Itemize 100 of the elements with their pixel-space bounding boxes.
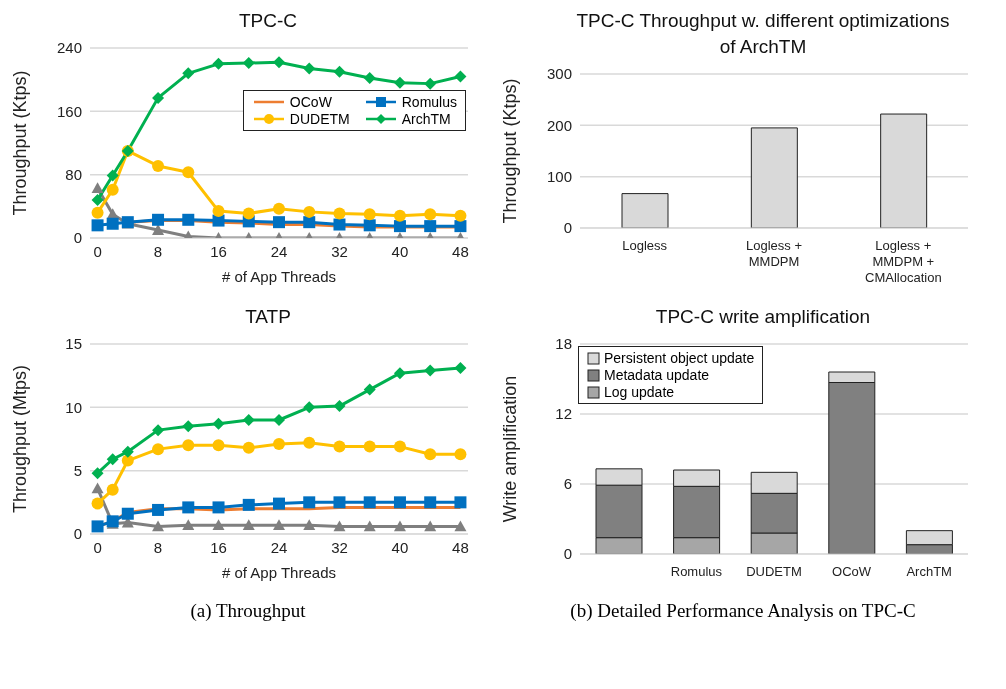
point: [333, 65, 346, 78]
point: [363, 440, 376, 453]
point: [242, 498, 255, 511]
x-tick-label: 24: [270, 538, 288, 556]
y-tick-label: 300: [546, 65, 572, 83]
point: [393, 220, 406, 233]
y-tick-label: 0: [563, 219, 572, 237]
x-tick-label: Logless + MMDPM: [745, 238, 803, 269]
x-axis-title: # of App Threads: [222, 564, 336, 581]
x-tick-label: 40: [391, 538, 409, 556]
point: [121, 445, 134, 458]
point: [424, 496, 437, 509]
legend-label: ArchTM: [401, 111, 451, 127]
point: [242, 519, 255, 530]
point: [454, 70, 467, 83]
point: [303, 205, 316, 218]
y-tick-label: 80: [65, 165, 82, 183]
chart-title: TPC-C: [237, 9, 299, 33]
y-axis-title: Throughput (Mtps): [10, 364, 31, 514]
point: [393, 76, 406, 89]
point: [152, 91, 165, 104]
point: [333, 218, 346, 231]
point: [182, 439, 195, 452]
point: [152, 213, 165, 226]
legend-label: OCoW: [289, 94, 332, 110]
point: [273, 414, 285, 426]
point: [273, 497, 285, 510]
y-tick-label: 200: [546, 116, 572, 134]
x-tick-label: 16: [210, 538, 227, 556]
point: [152, 520, 165, 532]
point: [91, 497, 104, 510]
point: [393, 440, 406, 453]
text: (a) Throughput: [189, 600, 307, 622]
point: [106, 183, 119, 196]
y-tick-label: 5: [73, 461, 82, 479]
point: [454, 209, 467, 222]
point: [242, 207, 255, 220]
point: [121, 454, 134, 467]
point: [454, 362, 467, 375]
point: [152, 443, 165, 456]
point: [182, 420, 195, 433]
point: [121, 507, 134, 520]
point: [363, 219, 376, 232]
point: [182, 166, 195, 179]
point: [393, 367, 406, 380]
point: [303, 401, 316, 414]
y-tick-label: 160: [56, 102, 82, 120]
y-axis-title: Throughput (Ktps): [10, 70, 31, 216]
point: [363, 496, 376, 509]
point: [424, 448, 437, 461]
point: [106, 453, 119, 466]
point: [152, 224, 165, 235]
point: [333, 400, 346, 413]
point: [273, 56, 285, 69]
y-tick-label: 0: [73, 525, 82, 543]
point: [273, 438, 285, 451]
point: [212, 501, 225, 514]
x-tick-label: 40: [391, 242, 409, 260]
y-tick-label: 100: [546, 167, 572, 185]
x-tick-label: 24: [270, 242, 288, 260]
y-tick-label: 15: [65, 335, 82, 353]
legend-label: Romulus: [401, 94, 457, 110]
x-tick-label: Logless + MMDPM + CMAllocation: [865, 238, 942, 285]
point: [303, 216, 316, 229]
point: [152, 503, 165, 516]
legend-label: DUDETM: [289, 111, 350, 127]
point: [91, 182, 104, 193]
point: [182, 67, 195, 80]
point: [91, 467, 104, 480]
chart-title: TATP: [244, 305, 292, 329]
point: [393, 209, 406, 222]
chart-title: TPC-C Throughput w. different optimizations of ArchTM: [575, 9, 951, 59]
point: [212, 417, 225, 430]
point: [424, 208, 437, 221]
x-axis-title: # of App Threads: [222, 268, 336, 285]
point: [212, 205, 225, 218]
x-tick-label: 8: [153, 242, 163, 260]
legend-label: Persistent object update: [604, 350, 755, 366]
x-tick-label: OCoW: [832, 564, 872, 579]
point: [91, 194, 104, 206]
point: [424, 520, 437, 532]
x-tick-label: 0: [93, 242, 102, 260]
x-tick-label: 0: [93, 538, 102, 556]
point: [152, 159, 165, 172]
x-tick-label: 32: [331, 538, 348, 556]
point: [106, 483, 119, 496]
point: [454, 520, 467, 532]
point: [212, 214, 225, 227]
legend-label: Metadata update: [604, 367, 710, 383]
point: [106, 217, 119, 230]
point: [212, 439, 225, 452]
point: [273, 216, 285, 229]
point: [212, 519, 225, 530]
point: [424, 77, 437, 90]
x-tick-label: 16: [210, 242, 227, 260]
point: [91, 482, 104, 494]
point: [363, 208, 376, 221]
point: [273, 202, 285, 215]
x-tick-label: Logless: [622, 238, 668, 253]
point: [393, 520, 406, 532]
